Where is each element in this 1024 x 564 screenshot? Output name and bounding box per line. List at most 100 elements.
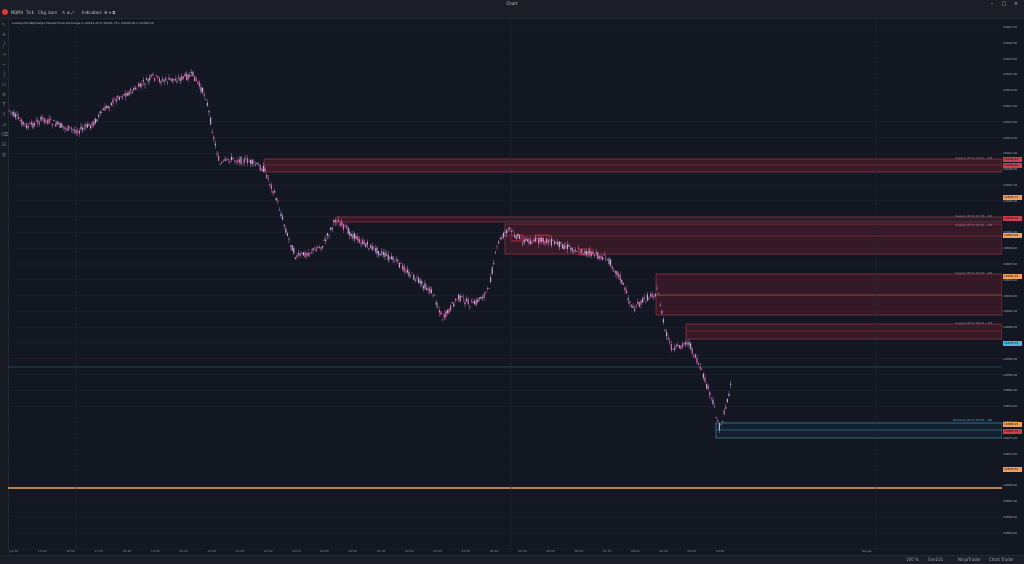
candle-body xyxy=(194,76,196,82)
candle-body xyxy=(418,278,420,283)
price-axis[interactable] xyxy=(1002,19,1024,554)
fibonacci-icon[interactable]: ≡ xyxy=(1,92,7,98)
candle-body xyxy=(54,124,56,127)
price-tick-label: 19863.00 xyxy=(1003,530,1018,535)
line-tool-icon[interactable]: ╱ xyxy=(2,42,6,48)
rectangle-tool-icon[interactable]: ▭ xyxy=(1,82,7,88)
candle-body xyxy=(534,238,536,242)
candle-body xyxy=(435,302,437,305)
price-tick-label: 19917.00 xyxy=(1003,104,1018,108)
candle-body xyxy=(565,246,567,247)
candle-body xyxy=(77,130,79,133)
candle-body xyxy=(485,291,487,293)
minimize-icon[interactable]: – xyxy=(990,1,994,7)
candle-body xyxy=(149,76,151,80)
time-tick-label: 19:30 xyxy=(150,549,160,553)
crosshair-icon[interactable]: + xyxy=(1,32,7,38)
candle-body xyxy=(72,129,74,130)
candle-body xyxy=(29,123,31,125)
time-tick-label: 20:15 xyxy=(179,549,188,553)
horizontal-line-icon[interactable]: ─ xyxy=(2,62,6,68)
candle-body xyxy=(717,420,719,422)
candle-body xyxy=(30,122,32,125)
candle-body xyxy=(371,246,373,251)
candle-body xyxy=(709,391,711,396)
cursor-icon[interactable]: ↖ xyxy=(1,22,7,28)
candle-body xyxy=(157,76,159,78)
candle-body xyxy=(338,219,340,222)
candle-body xyxy=(206,102,208,106)
eraser-icon[interactable]: ⌫ xyxy=(1,132,9,138)
candle-body xyxy=(478,297,480,299)
candle-body xyxy=(10,111,12,112)
time-tick-label: 10:30 xyxy=(715,549,725,553)
candle-body xyxy=(227,158,229,161)
candle-body xyxy=(674,347,676,350)
candle-body xyxy=(197,81,199,83)
candle-body xyxy=(523,239,525,243)
candle-body xyxy=(88,123,90,127)
timeframe-selector[interactable]: Tick xyxy=(26,10,34,15)
price-tick-label: 19909.00 xyxy=(1003,167,1018,172)
candle-body xyxy=(586,250,588,255)
hide-drawings-icon[interactable]: ◎ xyxy=(1,152,7,158)
account-selector[interactable]: Sim101 xyxy=(928,557,944,562)
maximize-icon[interactable]: □ xyxy=(1001,1,1007,7)
candle-body xyxy=(154,77,156,81)
candle-body xyxy=(562,244,564,249)
indicators-button[interactable]: Indicators xyxy=(82,10,102,15)
candle-body xyxy=(309,253,311,254)
candle-body xyxy=(306,253,308,256)
candle-body xyxy=(629,301,631,304)
candle-body xyxy=(645,301,647,302)
candle-body xyxy=(330,227,332,230)
symbol-selector[interactable]: NQM4 xyxy=(11,10,24,15)
candle-body xyxy=(466,298,468,302)
candle-body xyxy=(218,155,220,161)
vertical-line-icon[interactable]: │ xyxy=(2,72,6,78)
supply-zone xyxy=(504,223,1002,255)
candle-body xyxy=(202,87,204,93)
candle-body xyxy=(394,261,396,263)
candle-body xyxy=(498,241,500,244)
candle-body xyxy=(174,78,176,81)
candle-body xyxy=(166,81,168,83)
lock-icon[interactable]: ⊡ xyxy=(1,142,7,148)
candle-body xyxy=(600,255,602,259)
candle-body xyxy=(48,118,50,124)
measure-icon[interactable]: ⊿ xyxy=(1,122,7,128)
candle-body xyxy=(381,251,383,254)
candle-body xyxy=(291,245,293,251)
candle-body xyxy=(256,162,258,165)
candle-body xyxy=(344,224,346,227)
arrow-tool-icon[interactable]: ↑ xyxy=(1,112,7,118)
candle-body xyxy=(248,161,250,162)
price-chart[interactable] xyxy=(8,19,1002,549)
strategy-icon[interactable]: ⚙ ⌖ ⧉ xyxy=(104,10,116,15)
candle-body xyxy=(299,253,301,256)
candle-body xyxy=(576,251,578,252)
candle-body xyxy=(714,407,716,408)
text-tool-icon[interactable]: T xyxy=(2,102,6,108)
chart-style-selector[interactable]: Chg. bars xyxy=(38,10,58,15)
candle-body xyxy=(594,254,596,257)
candle-body xyxy=(237,160,239,162)
candle-body xyxy=(13,111,15,116)
candle-body xyxy=(427,288,429,291)
candle-body xyxy=(608,258,610,264)
zoom-level[interactable]: 100 % xyxy=(906,557,919,562)
ray-tool-icon[interactable]: → xyxy=(1,52,7,58)
price-tick-label: 19885.00 xyxy=(1003,356,1018,361)
candle-body xyxy=(354,232,356,239)
chart-trader-toggle[interactable]: Chart Trader xyxy=(989,557,1014,562)
candle-body xyxy=(147,79,149,82)
draw-tools-icon[interactable]: ✎ ⊕ ⤢ xyxy=(62,10,75,15)
candle-body xyxy=(550,238,552,246)
candle-body xyxy=(178,77,180,79)
close-icon[interactable]: × xyxy=(1013,1,1019,7)
candle-body xyxy=(80,126,82,130)
candle-body xyxy=(165,77,167,81)
candle-body xyxy=(413,274,415,280)
candle-body xyxy=(83,127,85,129)
candle-body xyxy=(691,348,693,354)
